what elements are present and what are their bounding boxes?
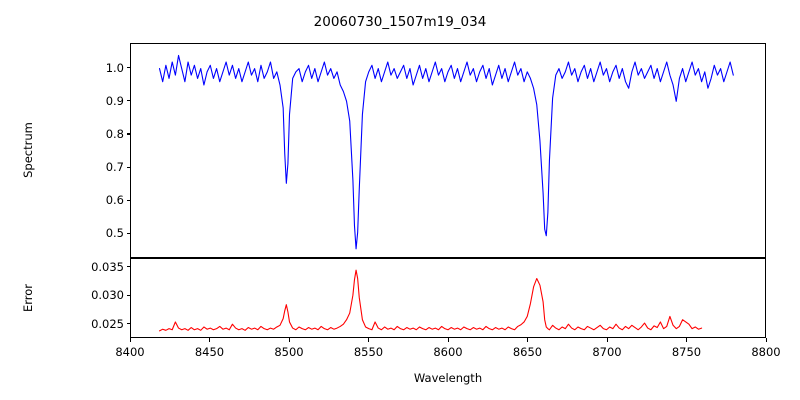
spectrum-y-tick-label: 0.7 xyxy=(105,160,124,175)
spectrum-y-tick-label: 1.0 xyxy=(105,60,124,75)
error-y-tickmark xyxy=(126,266,130,268)
spectrum-line xyxy=(158,54,734,250)
error-y-tick-label: 0.030 xyxy=(91,288,124,303)
spectrum-y-tickmark xyxy=(126,199,130,201)
error-y-tickmark xyxy=(126,323,130,325)
spectrum-y-tickmark xyxy=(126,166,130,168)
wavelength-tickmark xyxy=(686,338,688,342)
spectrum-y-tickmark xyxy=(126,232,130,234)
wavelength-tickmark xyxy=(447,338,449,342)
wavelength-tickmark xyxy=(527,338,529,342)
wavelength-tickmark xyxy=(765,338,767,342)
wavelength-tick-label: 8800 xyxy=(751,345,781,359)
spectrum-y-tickmark xyxy=(126,133,130,135)
wavelength-tickmark xyxy=(606,338,608,342)
wavelength-tick-label: 8500 xyxy=(274,345,304,359)
error-series-svg xyxy=(158,269,703,332)
error-y-tick-label: 0.035 xyxy=(91,259,124,274)
error-axis-label: Error xyxy=(21,283,35,313)
wavelength-tick-label: 8550 xyxy=(353,345,384,359)
spectrum-series-svg xyxy=(158,54,734,250)
wavelength-tickmark xyxy=(209,338,211,342)
wavelength-axis-label: Wavelength xyxy=(413,371,483,385)
error-y-tickmark xyxy=(126,294,130,296)
spectrum-y-tickmark xyxy=(126,100,130,102)
wavelength-tick-label: 8450 xyxy=(194,345,225,359)
spectrum-y-tick-label: 0.6 xyxy=(105,193,124,208)
error-line xyxy=(158,269,703,332)
error-plot-panel xyxy=(130,258,766,338)
wavelength-tickmark xyxy=(129,338,131,342)
page-title: 20060730_1507m19_034 xyxy=(313,14,487,30)
wavelength-tick-label: 8600 xyxy=(433,345,463,359)
wavelength-tick-label: 8400 xyxy=(115,345,145,359)
wavelength-tickmark xyxy=(288,338,290,342)
wavelength-tickmark xyxy=(368,338,370,342)
spectrum-y-tick-label: 0.9 xyxy=(105,93,124,108)
spectrum-axis-label: Spectrum xyxy=(21,122,35,178)
spectrum-y-tick-label: 0.8 xyxy=(105,126,124,141)
error-y-tick-label: 0.025 xyxy=(91,316,124,331)
spectrum-y-tickmark xyxy=(126,67,130,69)
wavelength-tick-label: 8700 xyxy=(592,345,622,359)
spectrum-y-tick-label: 0.5 xyxy=(105,226,124,241)
wavelength-tick-label: 8750 xyxy=(671,345,702,359)
spectrum-plot-panel xyxy=(130,43,766,258)
wavelength-tick-label: 8650 xyxy=(512,345,543,359)
